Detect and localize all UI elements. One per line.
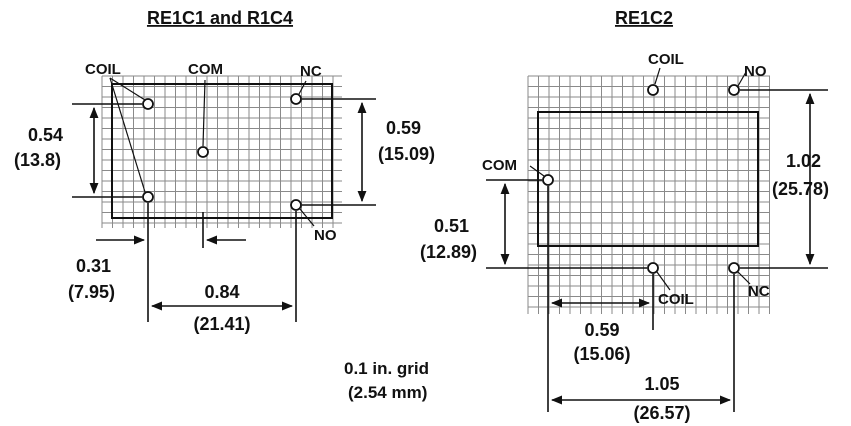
left-com-leader bbox=[202, 79, 206, 147]
left-coil-leader-1 bbox=[109, 77, 146, 101]
right-coil-pin-bottom bbox=[647, 262, 659, 274]
left-nc-label: NC bbox=[300, 63, 322, 80]
right-width-mm: (26.57) bbox=[633, 403, 690, 423]
left-offset-mm: (7.95) bbox=[68, 282, 115, 302]
left-nc-pin bbox=[290, 93, 302, 105]
left-offset-in: 0.31 bbox=[76, 256, 111, 276]
left-com-label: COM bbox=[188, 61, 223, 78]
right-nc-leader bbox=[737, 271, 751, 285]
right-nc-pin bbox=[728, 262, 740, 274]
left-no-leader bbox=[299, 208, 315, 227]
right-grid bbox=[527, 75, 770, 314]
left-coil-label: COIL bbox=[85, 61, 121, 78]
left-no-label: NO bbox=[314, 227, 337, 244]
left-no-pin bbox=[290, 199, 302, 211]
right-mid-in: 0.59 bbox=[584, 320, 619, 340]
right-coil-top-leader bbox=[654, 67, 661, 85]
right-title: RE1C2 bbox=[615, 8, 673, 28]
left-right-mm: (15.09) bbox=[378, 144, 435, 164]
right-height-mm: (25.78) bbox=[772, 179, 829, 199]
left-width-mm: (21.41) bbox=[193, 314, 250, 334]
right-relay-body bbox=[537, 111, 759, 247]
right-no-leader bbox=[737, 71, 747, 87]
right-mid-mm: (15.06) bbox=[573, 344, 630, 364]
left-title: RE1C1 and R1C4 bbox=[147, 8, 293, 28]
left-height-mm: (13.8) bbox=[14, 150, 61, 170]
right-coil-top-label: COIL bbox=[648, 51, 684, 68]
left-relay-body bbox=[111, 83, 333, 219]
right-nc-label: NC bbox=[748, 283, 770, 300]
left-nc-leader bbox=[298, 80, 307, 95]
right-left-mm: (12.89) bbox=[420, 242, 477, 262]
right-left-in: 0.51 bbox=[434, 216, 469, 236]
right-com-leader bbox=[529, 165, 545, 177]
left-coil-pin-top bbox=[142, 98, 154, 110]
left-com-pin bbox=[197, 146, 209, 158]
right-coil-bottom-leader bbox=[656, 271, 671, 291]
grid-note-line2: (2.54 mm) bbox=[348, 383, 427, 402]
left-width-in: 0.84 bbox=[204, 282, 239, 302]
right-com-pin bbox=[542, 174, 554, 186]
right-com-label: COM bbox=[482, 157, 517, 174]
left-coil-leader-2 bbox=[109, 77, 146, 193]
right-coil-pin-top bbox=[647, 84, 659, 96]
left-relay-diagram: RE1C1 and R1C4 COIL COM NC NO 0.54 (13.8… bbox=[14, 8, 435, 334]
right-coil-bottom-label: COIL bbox=[658, 291, 694, 308]
right-no-label: NO bbox=[744, 63, 767, 80]
left-coil-pin-bottom bbox=[142, 191, 154, 203]
grid-note-line1: 0.1 in. grid bbox=[344, 359, 429, 378]
right-height-in: 1.02 bbox=[786, 151, 821, 171]
right-no-pin bbox=[728, 84, 740, 96]
right-relay-diagram: RE1C2 COIL NO COM COIL NC 1.02 (25.78) 0… bbox=[420, 8, 829, 423]
right-width-in: 1.05 bbox=[644, 374, 679, 394]
left-right-in: 0.59 bbox=[386, 118, 421, 138]
left-height-in: 0.54 bbox=[28, 125, 63, 145]
